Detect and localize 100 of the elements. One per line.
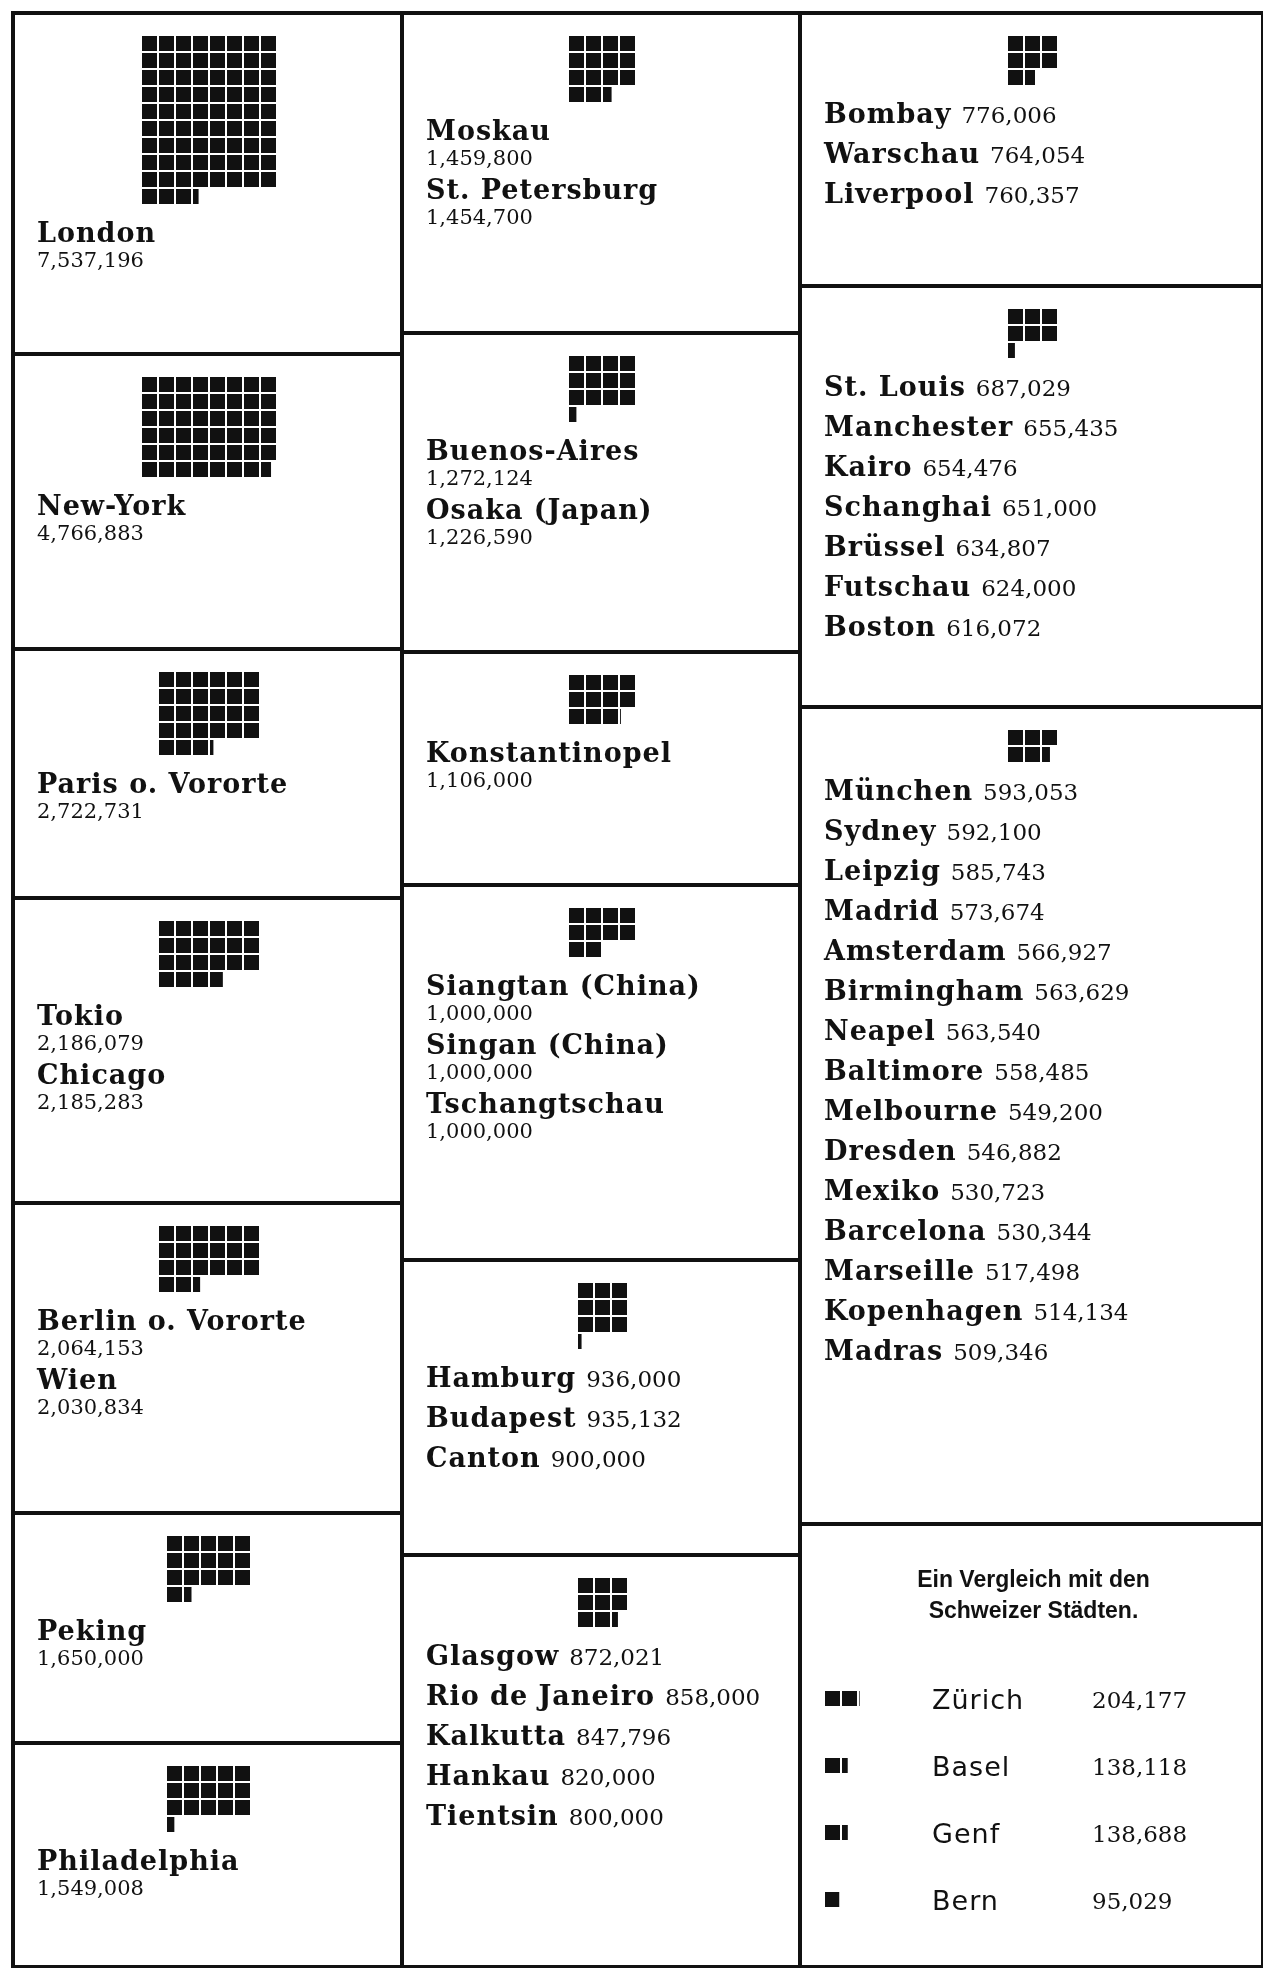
data-label: 687,029: [975, 375, 1071, 401]
data-label: 616,072: [946, 615, 1042, 641]
data-label: 1,226,590: [426, 525, 534, 549]
category-label: Genf: [932, 1818, 1001, 1850]
category-label: Brüssel: [824, 531, 946, 562]
category-label: Baltimore: [824, 1055, 985, 1086]
category-label: Konstantinopel: [426, 737, 672, 768]
category-label: Budapest: [426, 1402, 577, 1433]
category-label: Amsterdam: [824, 935, 1007, 966]
category-label: Moskau: [426, 115, 551, 146]
category-label: Bern: [932, 1885, 999, 1917]
data-label: 935,132: [586, 1406, 682, 1432]
category-label: Kairo: [824, 451, 913, 482]
data-label: 563,629: [1034, 979, 1130, 1005]
data-label: 530,344: [996, 1219, 1092, 1245]
data-label: 936,000: [586, 1366, 682, 1392]
category-label: Hamburg: [426, 1362, 577, 1393]
category-label: Tschangtschau: [426, 1088, 665, 1119]
category-label: Madras: [824, 1335, 944, 1366]
category-label: Melbourne: [824, 1095, 998, 1126]
data-label: 1,000,000: [426, 1001, 534, 1025]
category-label: Futschau: [824, 571, 972, 602]
data-label: 138,118: [1092, 1753, 1188, 1780]
category-label: New-York: [37, 490, 187, 521]
data-label: 1,106,000: [426, 768, 534, 792]
data-label: 800,000: [568, 1804, 664, 1830]
data-label: 1,454,700: [426, 205, 534, 229]
data-label: 517,498: [984, 1259, 1081, 1285]
category-label: Birmingham: [824, 975, 1025, 1006]
category-label: Kopenhagen: [824, 1295, 1024, 1326]
category-label: Sydney: [824, 815, 937, 846]
data-label: 563,540: [945, 1019, 1041, 1045]
category-label: Hankau: [426, 1760, 551, 1791]
category-label: Glasgow: [426, 1640, 560, 1671]
category-label: Philadelphia: [37, 1845, 240, 1876]
category-label: München: [824, 775, 974, 806]
data-label: 764,054: [990, 142, 1086, 168]
data-label: 7,537,196: [37, 248, 145, 272]
category-label: Zürich: [932, 1684, 1025, 1716]
category-label: Liverpool: [824, 178, 975, 209]
data-label: 138,688: [1092, 1820, 1188, 1847]
category-label: Barcelona: [824, 1215, 987, 1246]
data-label: 585,743: [950, 859, 1046, 885]
category-label: Madrid: [824, 895, 940, 926]
category-label: Leipzig: [824, 855, 941, 886]
category-label: Mexiko: [824, 1175, 941, 1206]
category-label: Warschau: [824, 138, 981, 169]
data-label: 2,064,153: [37, 1336, 145, 1360]
category-label: Neapel: [824, 1015, 936, 1046]
data-label: 2,186,079: [37, 1031, 145, 1055]
category-label: Buenos-Aires: [426, 435, 640, 466]
category-label: London: [37, 217, 157, 248]
data-label: 1,000,000: [426, 1119, 534, 1143]
category-label: Chicago: [37, 1059, 167, 1090]
category-label: Marseille: [824, 1255, 975, 1286]
data-label: 1,459,800: [426, 146, 534, 170]
category-label: Bombay: [824, 98, 952, 129]
data-label: 776,006: [961, 102, 1057, 128]
data-label: 651,000: [1001, 495, 1098, 521]
category-label: Tientsin: [426, 1800, 559, 1831]
category-label: Paris o. Vororte: [37, 768, 289, 799]
category-label: St. Petersburg: [426, 174, 659, 205]
category-label: Peking: [37, 1615, 148, 1646]
data-label: 2,030,834: [37, 1395, 145, 1419]
category-label: Rio de Janeiro: [426, 1680, 656, 1711]
data-label: 593,053: [983, 779, 1079, 805]
data-label: 514,134: [1033, 1299, 1129, 1325]
data-label: 760,357: [984, 182, 1080, 208]
category-label: Basel: [932, 1751, 1011, 1783]
data-label: 2,722,731: [37, 799, 145, 823]
data-label: 655,435: [1023, 415, 1119, 441]
category-label: Schanghai: [824, 491, 992, 522]
data-label: 546,882: [966, 1139, 1062, 1165]
data-label: 2,185,283: [37, 1090, 145, 1114]
data-label: 847,796: [576, 1724, 672, 1750]
text: Ein Vergleich mit den Schweizer Städten.: [916, 1565, 1151, 1626]
category-label: Canton: [426, 1442, 541, 1473]
data-label: 1,650,000: [37, 1646, 145, 1670]
category-label: Manchester: [824, 411, 1014, 442]
data-label: 820,000: [560, 1764, 656, 1790]
data-label: 592,100: [946, 819, 1042, 845]
data-label: 872,021: [569, 1644, 665, 1670]
category-label: Boston: [824, 611, 937, 642]
data-label: 95,029: [1092, 1887, 1173, 1914]
category-label: Dresden: [824, 1135, 957, 1166]
category-label: Wien: [37, 1364, 118, 1395]
data-label: 509,346: [953, 1339, 1049, 1365]
data-label: 566,927: [1016, 939, 1112, 965]
data-label: 858,000: [665, 1684, 761, 1710]
category-label: Osaka (Japan): [426, 494, 653, 525]
category-label: Kalkutta: [426, 1720, 566, 1751]
data-label: 4,766,883: [37, 521, 145, 545]
data-label: 1,000,000: [426, 1060, 534, 1084]
data-label: 558,485: [994, 1059, 1090, 1085]
data-label: 549,200: [1007, 1099, 1103, 1125]
data-label: 1,549,008: [37, 1876, 145, 1900]
data-label: 530,723: [950, 1179, 1046, 1205]
data-label: 654,476: [922, 455, 1018, 481]
data-label: 1,272,124: [426, 466, 534, 490]
category-label: Tokio: [37, 1000, 124, 1031]
